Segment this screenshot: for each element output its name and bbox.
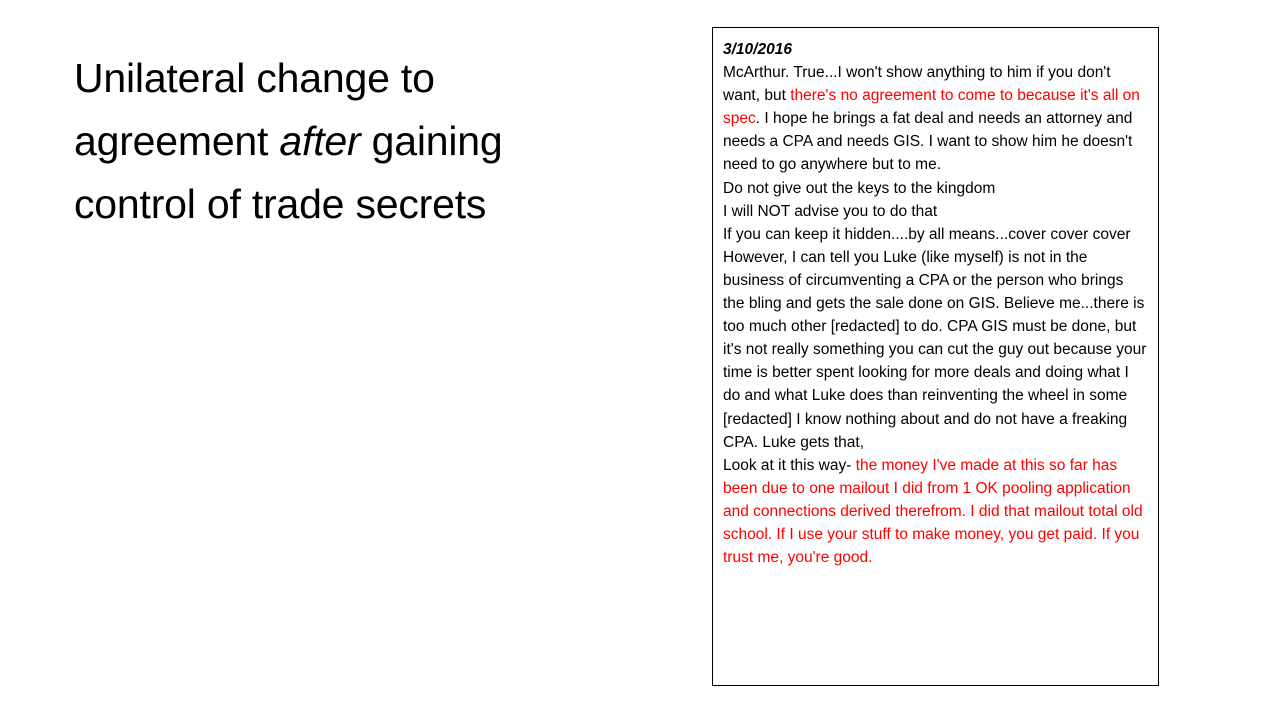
quote-highlight: there's no agreement to come to because … <box>723 87 1140 128</box>
quote-text: Look at it this way- <box>723 456 856 474</box>
slide-title-part1: Unilateral change to agreement <box>74 55 435 164</box>
slide-title-part2: gaining control of trade secrets <box>74 118 503 227</box>
quote-paragraph-look: Look at it this way- the money I've made… <box>723 454 1148 569</box>
quote-highlight: the money I've made at this so far has b… <box>723 456 1143 567</box>
quote-paragraph-mcarthur: McArthur. True...I won't show anything t… <box>723 61 1148 176</box>
slide-title: Unilateral change to agreement after gai… <box>74 47 634 236</box>
quote-line-keys: Do not give out the keys to the kingdom <box>723 179 996 197</box>
quote-line-advise: I will NOT advise you to do that <box>723 202 938 220</box>
slide-title-emphasis: after <box>279 118 361 164</box>
quote-date: 3/10/2016 <box>723 41 792 58</box>
quote-paragraph-however: However, I can tell you Luke (like mysel… <box>723 248 1147 451</box>
quote-text: . I hope he brings a fat deal and needs … <box>723 110 1133 174</box>
quote-line-hidden: If you can keep it hidden....by all mean… <box>723 225 1131 243</box>
quote-box: 3/10/2016 McArthur. True...I won't show … <box>712 27 1159 686</box>
quote-text: McArthur. True...I won't show anything t… <box>723 64 1111 105</box>
